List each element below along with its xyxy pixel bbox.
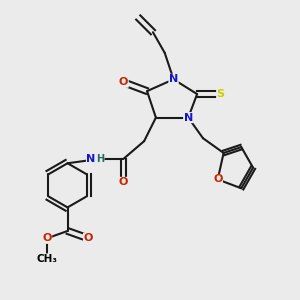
Text: CH₃: CH₃ [36, 254, 57, 264]
Text: N: N [184, 112, 193, 123]
Text: O: O [213, 174, 222, 184]
Text: S: S [217, 89, 225, 99]
Text: N: N [169, 74, 178, 84]
Text: O: O [83, 233, 93, 243]
Text: O: O [119, 177, 128, 188]
Text: O: O [42, 233, 52, 243]
Text: H: H [96, 154, 104, 164]
Text: O: O [119, 77, 128, 87]
Text: N: N [86, 154, 96, 164]
